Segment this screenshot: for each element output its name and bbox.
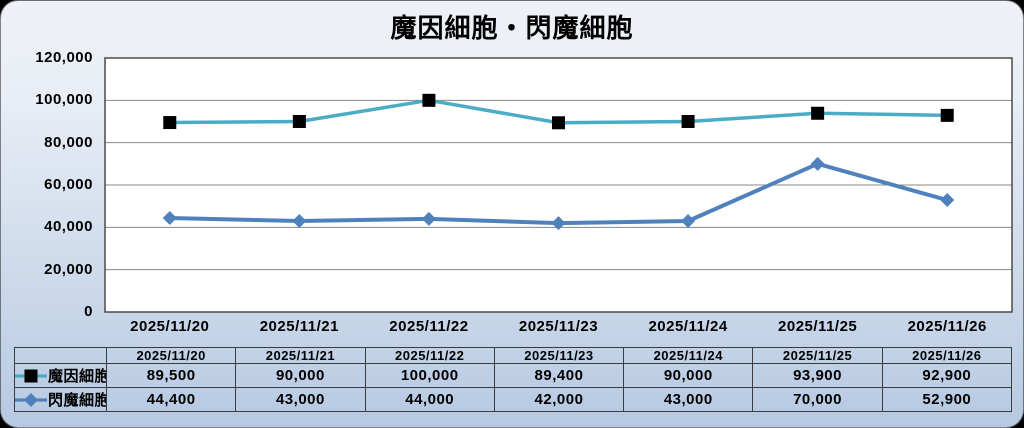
series-1-marker	[811, 106, 825, 120]
series-1-marker	[940, 108, 954, 122]
y-tick-label: 40,000	[44, 218, 93, 236]
y-tick-label: 100,000	[35, 91, 93, 109]
series-1-marker	[681, 115, 695, 128]
legend-square-marker-icon	[15, 369, 47, 382]
table-value-cell: 44,400	[105, 387, 237, 412]
table-date-header: 2025/11/24	[623, 347, 754, 364]
y-tick-label: 20,000	[44, 260, 93, 278]
table-row: 魔因細胞 89,500 90,000 100,000 89,400 90,000 93,90…	[14, 363, 1013, 388]
table-value-cell: 100,000	[364, 363, 495, 388]
series-2-marker	[421, 211, 436, 226]
series-1-marker	[422, 93, 436, 107]
line-chart-plot-area	[104, 57, 1013, 313]
series-2-marker	[162, 211, 177, 226]
table-value-cell: 90,000	[623, 363, 754, 388]
x-tick-label: 2025/11/20	[130, 318, 210, 335]
x-tick-label: 2025/11/23	[518, 318, 599, 335]
y-tick-label: 0	[84, 303, 93, 320]
series-2-marker	[292, 213, 307, 228]
table-corner-cell	[14, 347, 107, 364]
series-2-marker	[940, 193, 955, 208]
table-value-cell: 92,900	[881, 363, 1013, 388]
table-value-cell: 43,000	[623, 387, 754, 412]
table-value-cell: 90,000	[235, 363, 366, 388]
table-value-cell: 42,000	[493, 387, 625, 412]
data-table: 2025/11/20 2025/11/21 2025/11/22 2025/11/23…	[14, 347, 1013, 412]
y-tick-label: 120,000	[35, 49, 93, 66]
table-header-row: 2025/11/20 2025/11/21 2025/11/22 2025/11/23…	[14, 347, 1013, 364]
series-1-marker	[292, 115, 306, 128]
x-tick-label: 2025/11/21	[259, 318, 339, 335]
table-value-cell: 93,900	[752, 363, 883, 388]
table-value-cell: 89,500	[105, 363, 237, 388]
table-value-cell: 52,900	[881, 387, 1013, 412]
table-value-cell: 70,000	[752, 387, 883, 412]
table-date-header: 2025/11/23	[493, 347, 625, 364]
table-row: 閃魔細胞 44,400 43,000 44,000 42,000 43,000 70,000…	[14, 387, 1013, 412]
table-value-cell: 43,000	[235, 387, 366, 412]
legend-cell-閃魔細胞: 閃魔細胞	[14, 387, 107, 412]
table-value-cell: 44,000	[364, 387, 495, 412]
x-tick-label: 2025/11/22	[389, 318, 469, 335]
series-2-marker	[810, 156, 825, 171]
series-1-marker	[163, 116, 177, 130]
legend-cell-魔因細胞: 魔因細胞	[14, 363, 107, 388]
table-date-header: 2025/11/21	[235, 347, 366, 364]
series-2-marker	[681, 213, 696, 228]
x-tick-label: 2025/11/25	[778, 318, 858, 335]
y-tick-label: 80,000	[44, 133, 93, 151]
table-date-header: 2025/11/20	[105, 347, 237, 364]
table-date-header: 2025/11/26	[881, 347, 1013, 364]
y-tick-label: 60,000	[44, 176, 93, 193]
legend-label: 閃魔細胞	[48, 392, 107, 409]
legend-diamond-marker-icon	[15, 392, 47, 407]
table-date-header: 2025/11/22	[364, 347, 495, 364]
chart-title: 魔因細胞・閃魔細胞	[390, 13, 634, 43]
plot-border	[104, 57, 1013, 313]
table-date-header: 2025/11/25	[752, 347, 883, 364]
series-2-marker	[551, 216, 566, 231]
legend-label: 魔因細胞	[48, 368, 107, 385]
series-1-marker	[552, 116, 565, 130]
x-tick-label: 2025/11/24	[648, 318, 728, 335]
table-value-cell: 89,400	[493, 363, 625, 388]
x-tick-label: 2025/11/26	[907, 318, 987, 335]
